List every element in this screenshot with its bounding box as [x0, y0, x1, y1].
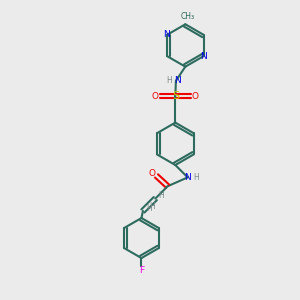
- Text: N: N: [200, 52, 207, 61]
- Text: N: N: [164, 30, 170, 39]
- Text: O: O: [152, 92, 159, 100]
- Text: H: H: [146, 203, 152, 212]
- Text: H: H: [149, 202, 155, 211]
- Text: N: N: [184, 173, 191, 182]
- Text: N: N: [174, 76, 181, 85]
- Text: H: H: [167, 76, 172, 85]
- Text: O: O: [149, 169, 156, 178]
- Text: CH₃: CH₃: [181, 11, 195, 20]
- Text: S: S: [172, 91, 179, 101]
- Text: F: F: [139, 266, 144, 275]
- Text: O: O: [192, 92, 199, 100]
- Text: H: H: [193, 173, 199, 182]
- Text: H: H: [158, 190, 164, 200]
